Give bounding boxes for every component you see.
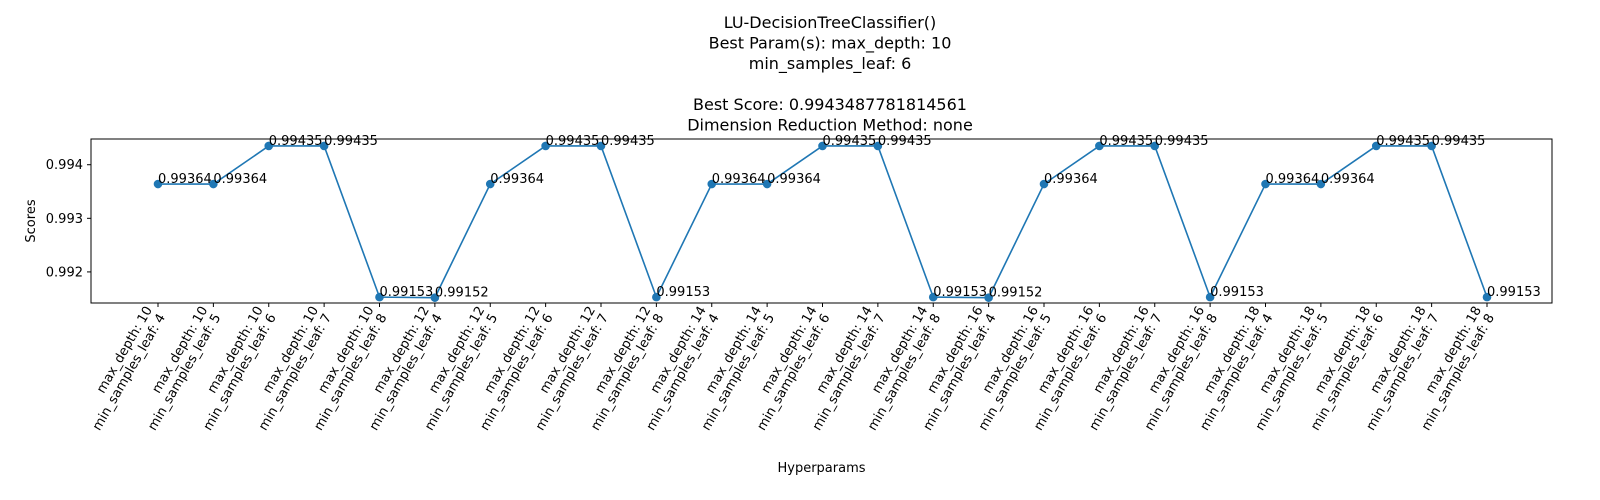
- data-label: 0.99364: [490, 172, 544, 187]
- y-tick-label: 0.992: [46, 265, 83, 280]
- data-label: 0.99435: [269, 134, 323, 149]
- data-label: 0.99435: [1432, 134, 1486, 149]
- data-point: [873, 141, 883, 151]
- y-axis: 0.992 0.993 0.994: [46, 158, 91, 280]
- y-axis-label: Scores: [24, 199, 39, 242]
- data-point: [1205, 292, 1215, 302]
- data-label: 0.99364: [1266, 172, 1320, 187]
- data-point: [762, 179, 772, 189]
- title-line: Best Param(s): max_depth: 10: [709, 34, 952, 54]
- data-point: [209, 179, 218, 189]
- data-label: 0.99153: [656, 285, 710, 300]
- data-label: 0.99364: [158, 172, 212, 187]
- data-point: [375, 292, 384, 302]
- data-label: 0.99153: [1487, 285, 1541, 300]
- title-line: Dimension Reduction Method: none: [687, 116, 973, 135]
- data-point: [430, 293, 440, 302]
- data-point: [541, 141, 550, 151]
- title-line: Best Score: 0.9943487781814561: [693, 95, 967, 114]
- data-label: 0.99153: [933, 285, 987, 300]
- data-label: 0.99435: [1155, 134, 1209, 149]
- data-label: 0.99435: [1376, 134, 1430, 149]
- data-point: [1150, 141, 1160, 151]
- data-point: [1095, 141, 1104, 151]
- data-label: 0.99435: [878, 134, 932, 149]
- title-line: min_samples_leaf: 6: [749, 54, 912, 74]
- data-label: 0.99364: [712, 172, 766, 187]
- data-label: 0.99435: [1099, 134, 1153, 149]
- data-point: [264, 141, 274, 151]
- data-label: 0.99364: [1044, 172, 1098, 187]
- data-point: [1482, 292, 1492, 302]
- data-label: 0.99153: [1210, 285, 1264, 300]
- data-label: 0.99153: [380, 285, 434, 300]
- data-point: [1261, 179, 1270, 189]
- data-point: [984, 293, 993, 302]
- data-label: 0.99364: [767, 172, 821, 187]
- plot-area-frame: [90, 138, 1553, 304]
- data-point: [485, 179, 495, 189]
- data-label: 0.99152: [989, 286, 1043, 301]
- data-point: [596, 141, 606, 151]
- data-label: 0.99435: [546, 134, 600, 149]
- data-point: [652, 292, 661, 302]
- title-line: LU-DecisionTreeClassifier(): [724, 13, 937, 32]
- data-point: [153, 179, 163, 189]
- data-point: [707, 179, 717, 189]
- data-point: [1371, 141, 1381, 151]
- data-point: [818, 141, 827, 151]
- data-label: 0.99152: [435, 286, 489, 301]
- data-point: [1039, 179, 1049, 189]
- data-point: [1427, 141, 1436, 151]
- chart-title: LU-DecisionTreeClassifier() Best Param(s)…: [687, 13, 973, 135]
- data-label: 0.99435: [601, 134, 655, 149]
- data-label: 0.99435: [823, 134, 877, 149]
- data-point: [1316, 179, 1326, 189]
- y-tick-label: 0.994: [46, 158, 83, 173]
- data-label: 0.99364: [1321, 172, 1375, 187]
- data-label: 0.99435: [324, 134, 378, 149]
- data-label: 0.99364: [213, 172, 267, 187]
- y-tick-label: 0.993: [46, 212, 83, 227]
- data-point: [928, 292, 938, 302]
- x-axis-label: Hyperparams: [777, 461, 865, 476]
- data-point: [319, 141, 329, 151]
- data-points: [153, 141, 1492, 302]
- series-line: [158, 145, 1488, 300]
